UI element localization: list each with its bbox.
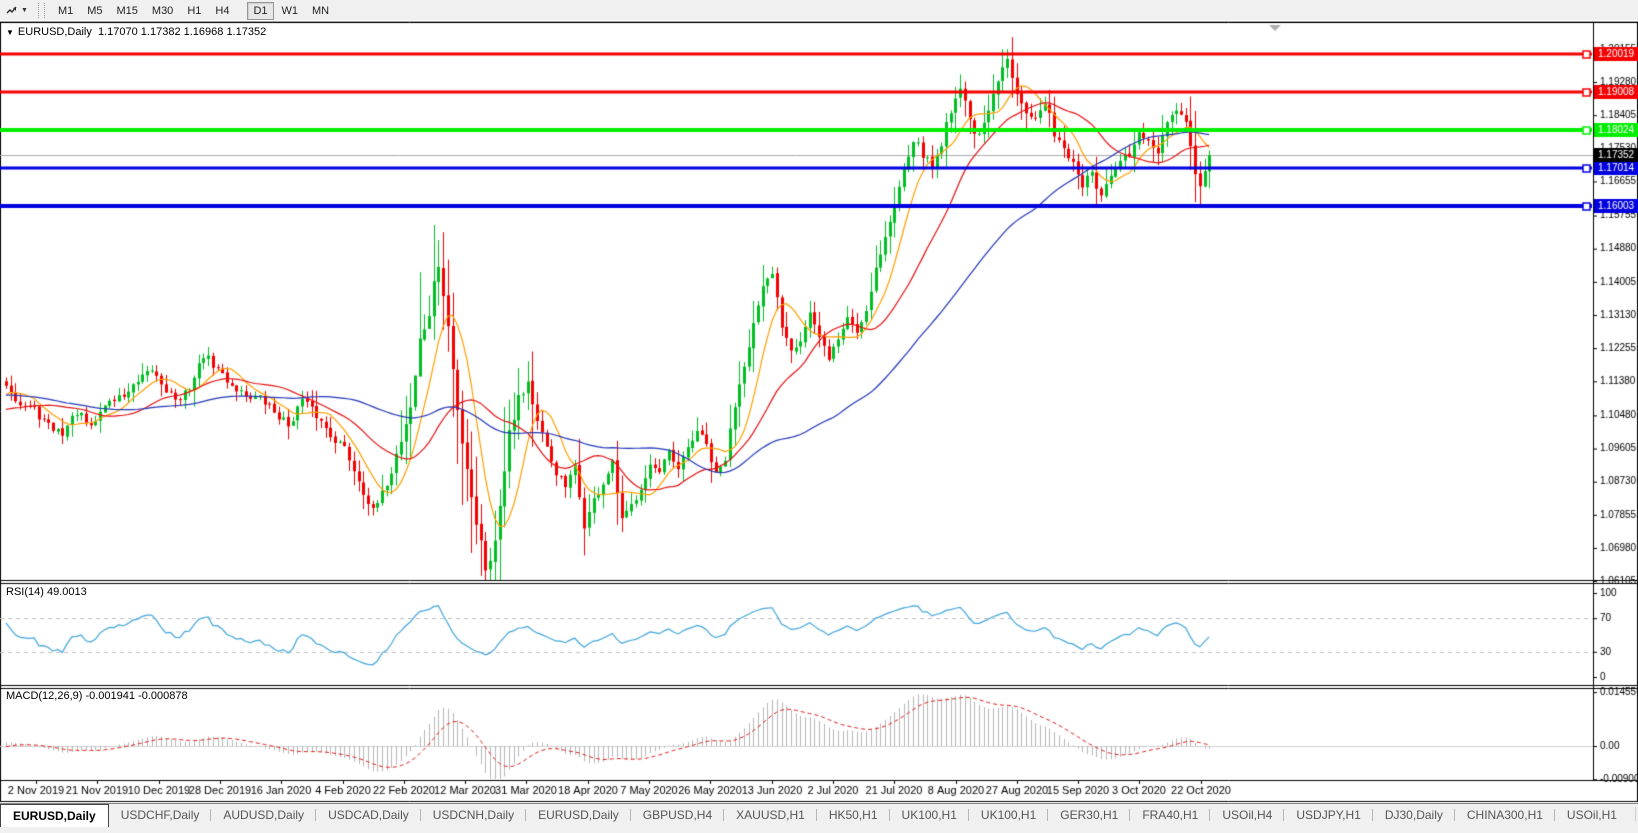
rsi-indicator-label: RSI(14) 49.0013 [6,586,87,598]
tab-usdcad-daily[interactable]: USDCAD,Daily [316,805,421,827]
tab-xauusd-h1[interactable]: XAUUSD,H1 [724,805,817,827]
tab-eurusd-daily[interactable]: EURUSD,Daily [526,805,631,827]
tab-dj30-daily[interactable]: DJ30,Daily [1373,805,1455,827]
tab-uk100-h1[interactable]: UK100,H1 [890,805,970,827]
symbol-tabs: EURUSD,Daily USDCHF,Daily AUDUSD,Daily USDC… [0,804,1629,827]
tab-ger30-h1[interactable]: GER30,H1 [1048,805,1131,827]
timeframe-button-w1[interactable]: W1 [281,4,299,17]
tab-scroll-left-icon[interactable]: ◄ [1634,807,1638,821]
timeframe-button-m30[interactable]: M30 [151,4,174,17]
timeframe-button-mn[interactable]: MN [312,4,330,17]
timeframe-button-m15[interactable]: M15 [116,4,138,17]
price-chart-canvas[interactable] [0,22,1638,803]
tab-usoil-h1[interactable]: USOil,H1 [1566,808,1617,822]
symbol-tab-bar: EURUSD,Daily USDCHF,Daily AUDUSD,Daily USDC… [0,803,1638,833]
timeframe-button-h4[interactable]: H4 [215,4,230,17]
tab-gbpusd-h4[interactable]: GBPUSD,H4 [631,805,725,827]
chevron-down-icon[interactable]: ▼ [21,7,28,14]
chart-pointer-icon[interactable] [4,3,20,19]
tab-scroll-buttons: ◄ ► [1634,807,1638,821]
chart-title-text: EURUSD,Daily 1.17070 1.17382 1.16968 1.1… [17,26,267,38]
macd-indicator-label: MACD(12,26,9) -0.001941 -0.000878 [6,690,188,702]
timeframe-button-m1[interactable]: M1 [57,4,74,17]
chart-area: ▼ EURUSD,Daily 1.17070 1.17382 1.16968 1.… [0,22,1638,803]
timeframe-toolbar: ▼ M1 M5 M15 M30 H1 H4 D1 W1 MN [0,0,1638,22]
timeframe-button-h1[interactable]: H1 [187,4,202,17]
tab-uk100-h1[interactable]: UK100,H1 [969,805,1049,827]
chart-dropdown-caret-icon[interactable]: ▼ [6,28,14,37]
tab-fra40-h1[interactable]: FRA40,H1 [1130,805,1211,827]
tab-audusd-daily[interactable]: AUDUSD,Daily [211,805,316,827]
tab-hk50-h1[interactable]: HK50,H1 [817,805,890,827]
tab-usoil-h4[interactable]: USOil,H4 [1210,805,1285,827]
chart-title: ▼ EURUSD,Daily 1.17070 1.17382 1.16968 1.… [6,26,266,38]
tab-usdjpy-h1[interactable]: USDJPY,H1 [1284,805,1374,827]
tab-usdcnh-daily[interactable]: USDCNH,Daily [421,805,527,827]
timeframe-button-m5[interactable]: M5 [87,4,103,17]
tab-eurusd-daily[interactable]: EURUSD,Daily [0,804,109,827]
timeframe-buttons: M1 M5 M15 M30 H1 H4 D1 W1 MN [51,1,336,20]
tab-usdchf-daily[interactable]: USDCHF,Daily [109,805,212,827]
timeframe-button-d1[interactable]: D1 [247,1,274,20]
toolbar-grip-handle[interactable] [37,3,45,18]
tab-china300-h1[interactable]: CHINA300,H1 [1455,805,1555,827]
